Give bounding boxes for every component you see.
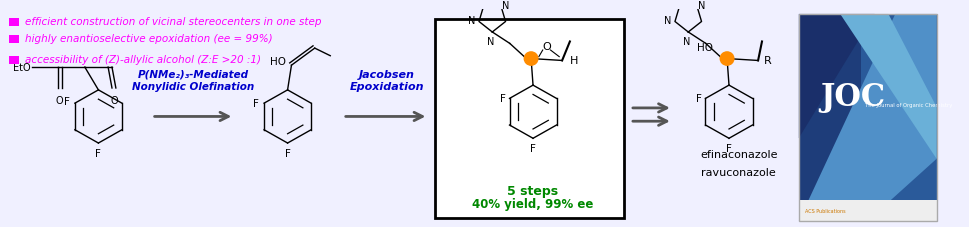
- Text: efinaconazole: efinaconazole: [700, 150, 777, 160]
- Polygon shape: [798, 15, 875, 138]
- Text: N: N: [664, 15, 672, 25]
- Bar: [798, 200, 937, 221]
- Bar: [9, 57, 18, 65]
- Text: F: F: [530, 143, 536, 153]
- Text: Epoxidation: Epoxidation: [349, 82, 423, 92]
- Text: EtO: EtO: [13, 63, 30, 73]
- Bar: [9, 19, 18, 27]
- Text: F: F: [285, 148, 291, 158]
- Text: F: F: [253, 99, 259, 109]
- Text: HO: HO: [269, 57, 286, 67]
- Text: highly enantioselective epoxidation (ee = 99%): highly enantioselective epoxidation (ee …: [24, 34, 272, 44]
- Text: F: F: [696, 94, 702, 104]
- Text: ravuconazole: ravuconazole: [702, 167, 776, 177]
- Text: HO: HO: [698, 43, 713, 53]
- Polygon shape: [798, 15, 937, 221]
- Text: O: O: [543, 42, 551, 52]
- Text: P(NMe₂)₃-Mediated: P(NMe₂)₃-Mediated: [138, 69, 249, 79]
- Text: F: F: [64, 97, 70, 107]
- Text: H: H: [570, 56, 578, 66]
- Text: The Journal of Organic Chemistry: The Journal of Organic Chemistry: [864, 103, 953, 108]
- Circle shape: [720, 53, 734, 66]
- Text: Nonylidic Olefination: Nonylidic Olefination: [133, 82, 255, 92]
- Text: 5 steps: 5 steps: [508, 184, 558, 197]
- Text: O: O: [56, 95, 63, 105]
- Text: N: N: [503, 0, 510, 10]
- Text: Jacobsen: Jacobsen: [359, 69, 415, 79]
- Text: F: F: [726, 143, 732, 153]
- Text: R: R: [764, 56, 771, 66]
- Bar: [435, 20, 624, 218]
- Text: N: N: [468, 15, 475, 25]
- Bar: [798, 15, 937, 221]
- Text: ACS Publications: ACS Publications: [804, 208, 845, 213]
- Text: F: F: [96, 148, 102, 158]
- Circle shape: [524, 53, 538, 66]
- Text: efficient construction of vicinal stereocenters in one step: efficient construction of vicinal stereo…: [24, 17, 321, 27]
- Text: accessibility of (Z)-allylic alcohol (Z:E >20 :1): accessibility of (Z)-allylic alcohol (Z:…: [24, 55, 261, 65]
- Text: N: N: [699, 0, 705, 10]
- Text: 40% yield, 99% ee: 40% yield, 99% ee: [472, 197, 594, 210]
- Text: O: O: [110, 95, 118, 105]
- Text: JOC: JOC: [820, 82, 886, 113]
- Text: N: N: [486, 37, 494, 47]
- Polygon shape: [840, 15, 937, 159]
- Bar: [9, 36, 18, 44]
- Bar: [798, 15, 937, 221]
- Text: F: F: [500, 94, 506, 104]
- Bar: [860, 15, 937, 221]
- Text: N: N: [682, 37, 690, 47]
